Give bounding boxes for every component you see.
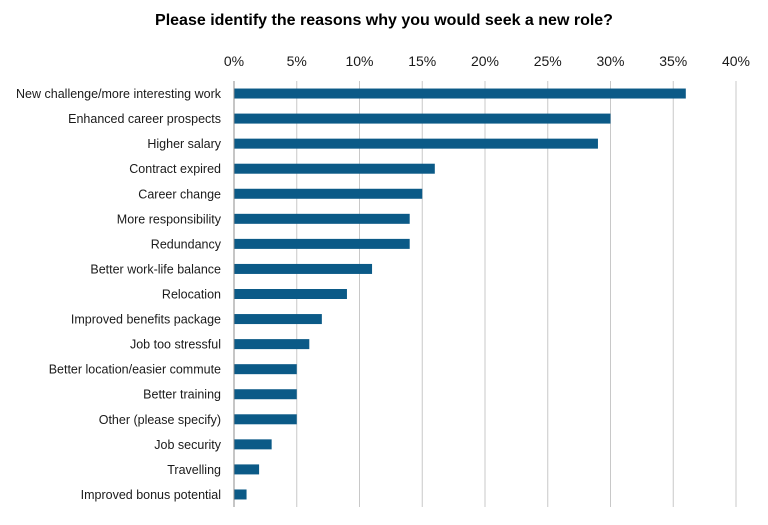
category-label: Contract expired — [129, 162, 221, 176]
category-label: New challenge/more interesting work — [16, 87, 222, 101]
x-tick-label: 35% — [659, 53, 687, 69]
bar — [234, 339, 310, 350]
bar — [234, 113, 611, 124]
category-label: Job security — [154, 438, 221, 452]
x-tick-label: 30% — [596, 53, 624, 69]
bar — [234, 138, 598, 149]
category-label: Improved bonus potential — [81, 488, 221, 502]
chart-title: Please identify the reasons why you woul… — [155, 12, 613, 29]
bar — [234, 389, 297, 400]
bar — [234, 289, 347, 299]
x-tick-label: 40% — [722, 53, 750, 69]
x-tick-label: 10% — [345, 53, 373, 69]
bars — [234, 88, 686, 500]
x-tick-label: 15% — [408, 53, 436, 69]
bar — [234, 163, 435, 174]
category-label: Travelling — [167, 463, 221, 477]
x-tick-label: 25% — [534, 53, 562, 69]
bar — [234, 439, 272, 450]
x-tick-label: 20% — [471, 53, 499, 69]
category-label: Redundancy — [151, 237, 222, 251]
category-label: Higher salary — [147, 137, 221, 151]
category-label: Other (please specify) — [99, 413, 221, 427]
category-label: More responsibility — [117, 212, 222, 226]
category-label: Job too stressful — [130, 338, 221, 352]
category-label: Better training — [143, 388, 221, 402]
category-label: Better location/easier commute — [49, 363, 221, 377]
bar — [234, 213, 410, 224]
category-label: Career change — [138, 187, 221, 201]
x-axis-tick-labels: 0% 5% 10% 15% 20% 25% 30% 35% 40% — [224, 53, 750, 69]
category-labels: New challenge/more interesting work Enhan… — [16, 87, 222, 502]
bar — [234, 364, 297, 375]
category-label: Improved benefits package — [71, 313, 221, 327]
category-label: Better work-life balance — [90, 262, 221, 276]
bar — [234, 238, 410, 249]
bar — [234, 489, 247, 500]
category-label: Relocation — [162, 288, 221, 302]
x-tick-label: 5% — [287, 53, 307, 69]
category-label: Enhanced career prospects — [68, 112, 221, 126]
bar — [234, 414, 297, 425]
x-tick-label: 0% — [224, 53, 244, 69]
bar — [234, 263, 373, 274]
bar — [234, 464, 260, 475]
bar — [234, 88, 686, 99]
bar — [234, 188, 423, 199]
bar — [234, 314, 322, 325]
